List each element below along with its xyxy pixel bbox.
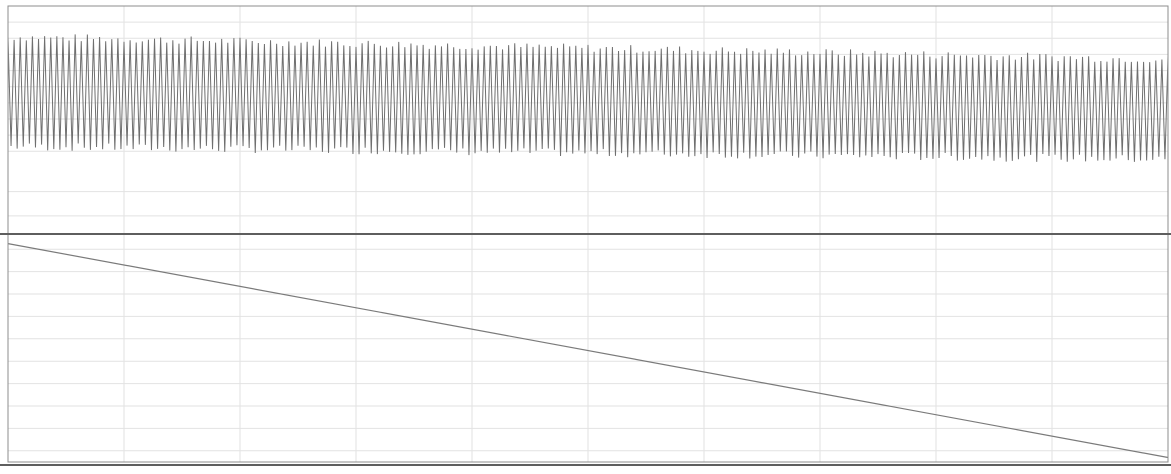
series-layer [7, 34, 1169, 459]
oscillation-series-line [7, 34, 1169, 162]
ramp-series-line [7, 243, 1169, 459]
grid-layer [8, 6, 1168, 462]
frame-layer [0, 5, 1171, 466]
